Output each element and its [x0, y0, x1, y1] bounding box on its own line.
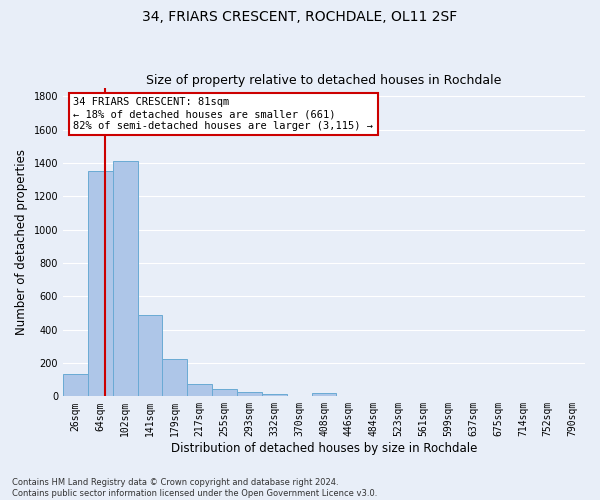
Y-axis label: Number of detached properties: Number of detached properties: [15, 149, 28, 335]
Bar: [212, 389, 237, 396]
Bar: [187, 384, 212, 396]
Text: 34 FRIARS CRESCENT: 81sqm
← 18% of detached houses are smaller (661)
82% of semi: 34 FRIARS CRESCENT: 81sqm ← 18% of detac…: [73, 98, 373, 130]
Text: Contains HM Land Registry data © Crown copyright and database right 2024.
Contai: Contains HM Land Registry data © Crown c…: [12, 478, 377, 498]
Bar: [163, 359, 187, 397]
Bar: [262, 394, 287, 396]
Bar: [311, 393, 337, 396]
X-axis label: Distribution of detached houses by size in Rochdale: Distribution of detached houses by size …: [171, 442, 477, 455]
Bar: [113, 162, 137, 396]
Text: 34, FRIARS CRESCENT, ROCHDALE, OL11 2SF: 34, FRIARS CRESCENT, ROCHDALE, OL11 2SF: [142, 10, 458, 24]
Title: Size of property relative to detached houses in Rochdale: Size of property relative to detached ho…: [146, 74, 502, 87]
Bar: [237, 392, 262, 396]
Bar: [88, 170, 113, 396]
Bar: [63, 374, 88, 396]
Bar: [137, 314, 163, 396]
